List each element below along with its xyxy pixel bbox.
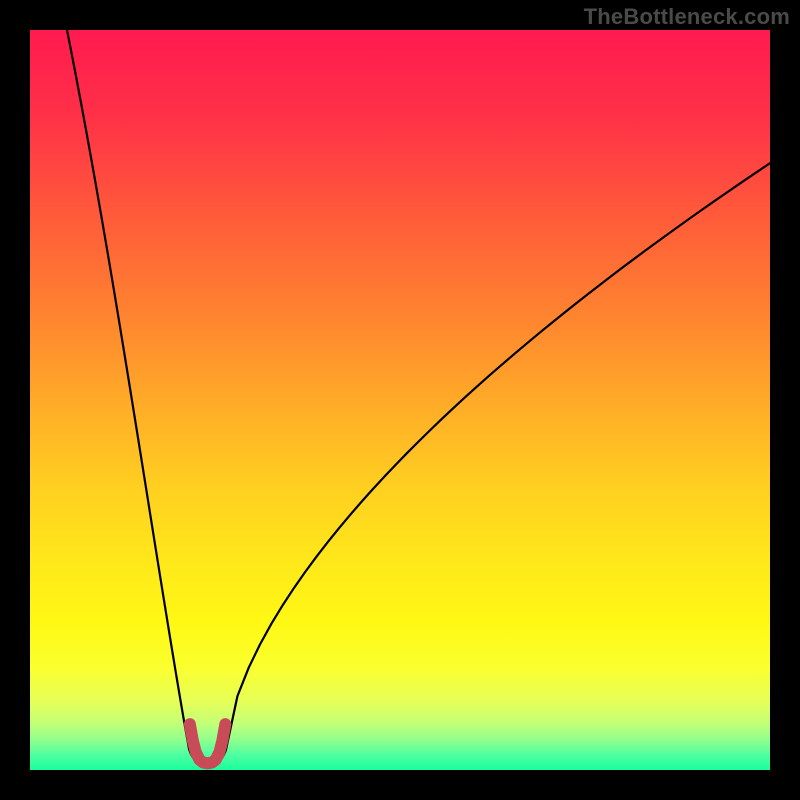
watermark-text: TheBottleneck.com — [584, 4, 790, 30]
chart-container: TheBottleneck.com — [0, 0, 800, 800]
plot-background — [30, 30, 770, 770]
chart-svg — [0, 0, 800, 800]
